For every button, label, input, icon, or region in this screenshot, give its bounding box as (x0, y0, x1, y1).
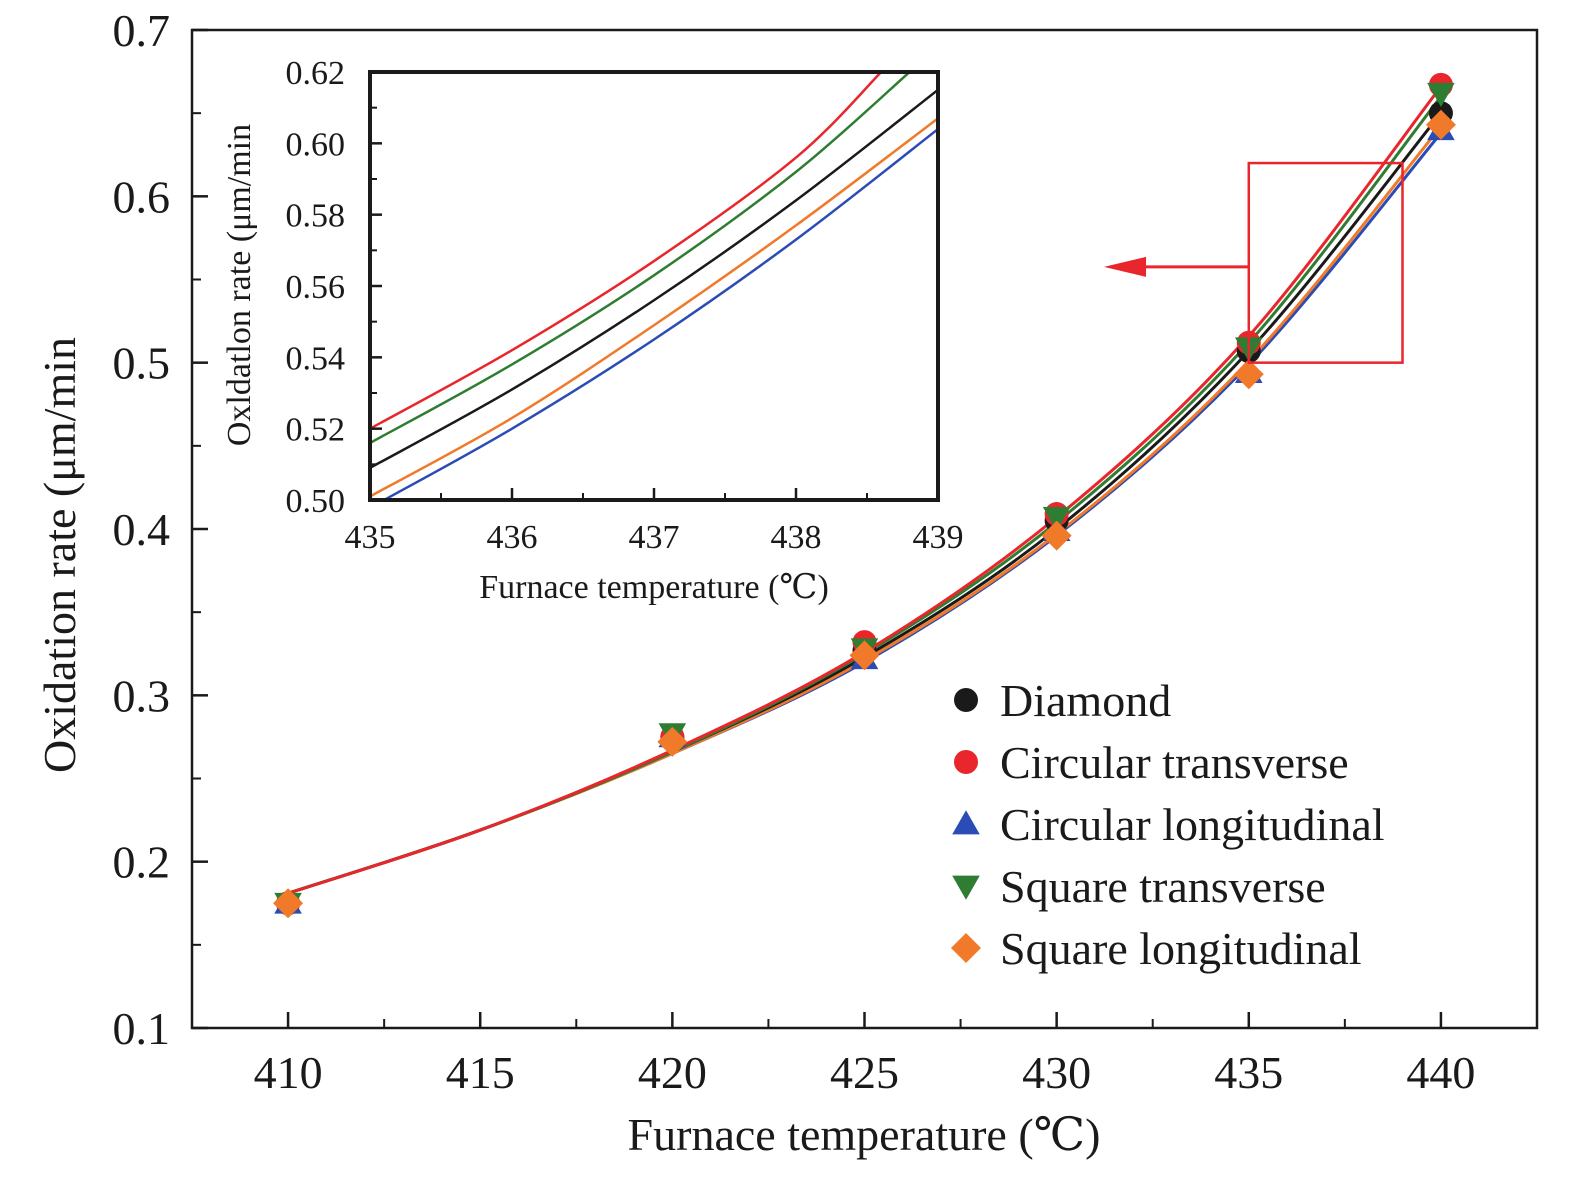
inset-y-tick-label: 0.54 (286, 340, 346, 377)
inset-y-tick-label: 0.50 (286, 483, 346, 520)
inset-tick-labels: 435 436 437 438 439 0.50 0.52 0.54 0.56 0.58 0.60 0… (286, 55, 964, 556)
legend-marker-square-transverse (952, 875, 980, 900)
y-tick-label: 0.2 (113, 837, 171, 888)
marker-square-longitudinal (1041, 520, 1072, 551)
legend-label-diamond: Diamond (1000, 675, 1171, 726)
y-tick-label: 0.3 (113, 670, 171, 721)
inset-x-tick-label: 437 (629, 519, 680, 556)
legend-marker-circular-longitudinal (952, 810, 980, 835)
legend-marker-diamond (954, 688, 978, 712)
inset-background (370, 72, 938, 500)
inset-x-tick-label: 435 (345, 519, 396, 556)
zoom-box (1247, 161, 1404, 364)
inset-y-tick-label: 0.62 (286, 55, 346, 92)
marker-square-longitudinal (849, 640, 880, 671)
inset-x-axis-title: Furnace temperature (℃) (479, 569, 829, 606)
marker-square-longitudinal (273, 888, 304, 919)
y-tick-label: 0.7 (113, 5, 171, 56)
inset-y-tick-label: 0.56 (286, 269, 346, 306)
x-tick-label: 440 (1406, 1047, 1475, 1098)
y-tick-label: 0.6 (113, 171, 171, 222)
inset-x-tick-label: 439 (913, 519, 964, 556)
inset-y-tick-label: 0.60 (286, 126, 346, 163)
legend-label-square-longitudinal: Square longitudinal (1000, 923, 1362, 974)
x-tick-label: 410 (254, 1047, 323, 1098)
inset-y-tick-label: 0.58 (286, 198, 346, 235)
x-tick-label: 430 (1022, 1047, 1091, 1098)
inset-x-tick-label: 438 (771, 519, 822, 556)
x-tick-label: 425 (830, 1047, 899, 1098)
x-tick-label: 435 (1214, 1047, 1283, 1098)
marker-square-transverse (1042, 507, 1071, 532)
inset-line-2 (370, 88, 938, 469)
marker-square-longitudinal (1425, 109, 1456, 140)
legend-label-square-transverse: Square transverse (1000, 861, 1326, 912)
legend-marker-square-longitudinal (951, 933, 981, 963)
main-tick-labels: 410 415 420 425 430 435 4400.10.20.30.40.50.60… (113, 5, 1476, 1098)
x-tick-label: 415 (446, 1047, 515, 1098)
inset-x-tick-label: 436 (487, 519, 538, 556)
y-tick-label: 0.4 (113, 504, 171, 555)
y-axis-title: Oxidation rate (μm/min (34, 337, 85, 773)
legend-marker-circular-transverse (954, 750, 978, 774)
zoom-arrow-head (1104, 256, 1146, 277)
legend: Diamond Circular transverse Circular longi… (951, 675, 1385, 974)
legend-label-circular-longitudinal: Circular longitudinal (1000, 799, 1385, 850)
legend-label-circular-transverse: Circular transverse (1000, 737, 1349, 788)
zoom-indicator (1104, 161, 1404, 364)
inset-lines (370, 72, 938, 500)
marker-square-transverse (1427, 82, 1455, 108)
x-axis-title: Furnace temperature (℃) (628, 1109, 1101, 1160)
x-tick-label: 420 (638, 1047, 707, 1098)
marker-square-longitudinal (1233, 359, 1264, 390)
y-tick-label: 0.5 (113, 338, 171, 389)
y-tick-label: 0.1 (113, 1003, 171, 1054)
inset-line-1 (370, 72, 911, 445)
fit-line-circular-transverse (287, 85, 1443, 895)
inset-line-4 (383, 128, 938, 500)
inset-line-3 (370, 117, 938, 498)
inset-ticks (368, 70, 940, 502)
main-ticks (192, 28, 1443, 1030)
marker-square-longitudinal (657, 726, 688, 757)
inset-y-tick-label: 0.52 (286, 412, 346, 449)
inset-y-axis-title: Oxldatlon rate (μm/min (221, 124, 258, 446)
inset-line-0 (370, 72, 883, 430)
